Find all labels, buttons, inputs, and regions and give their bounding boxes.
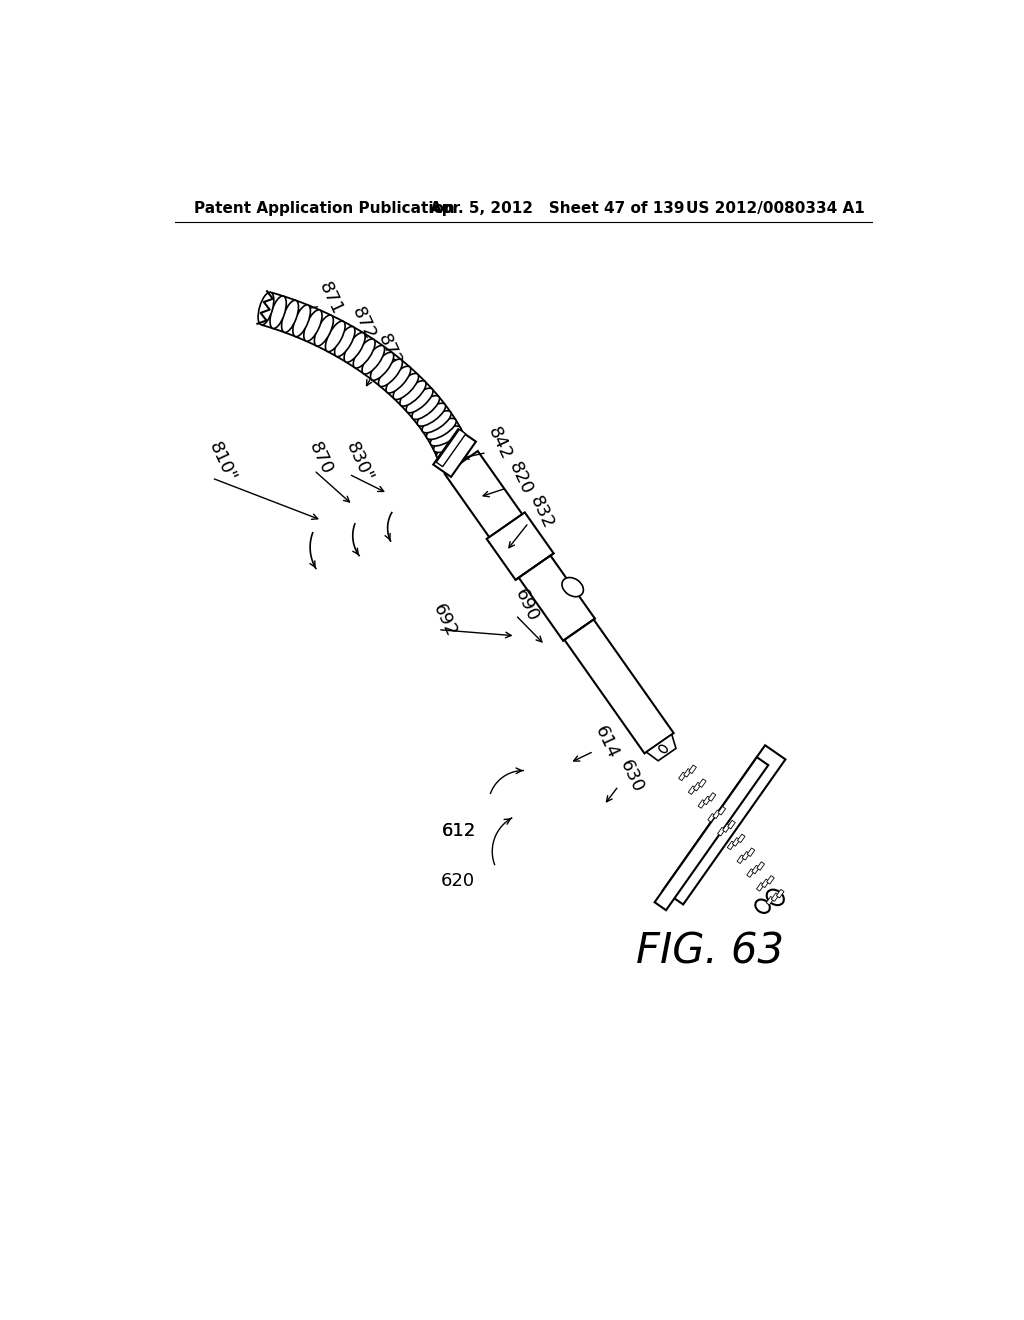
Text: 630: 630 (616, 756, 647, 795)
Polygon shape (718, 807, 726, 814)
Polygon shape (708, 813, 716, 822)
Polygon shape (684, 768, 691, 777)
Polygon shape (762, 879, 769, 887)
Ellipse shape (353, 339, 375, 368)
Ellipse shape (393, 374, 419, 400)
Ellipse shape (314, 315, 334, 346)
Polygon shape (564, 619, 674, 754)
Polygon shape (713, 810, 721, 818)
Polygon shape (663, 746, 785, 904)
Text: Patent Application Publication: Patent Application Publication (194, 201, 455, 216)
Polygon shape (693, 783, 701, 791)
Polygon shape (444, 451, 551, 578)
Text: 832: 832 (526, 494, 557, 532)
Polygon shape (737, 834, 745, 842)
Polygon shape (723, 824, 730, 833)
Polygon shape (728, 820, 735, 829)
Text: 871: 871 (315, 280, 346, 318)
Polygon shape (433, 429, 476, 477)
Ellipse shape (418, 403, 445, 426)
Text: 810": 810" (206, 440, 240, 486)
Ellipse shape (344, 333, 366, 362)
Polygon shape (689, 766, 696, 774)
Polygon shape (679, 772, 686, 780)
Polygon shape (757, 862, 765, 870)
Polygon shape (757, 883, 764, 891)
Polygon shape (732, 838, 740, 846)
Ellipse shape (658, 746, 668, 752)
Polygon shape (698, 800, 706, 808)
Polygon shape (742, 851, 750, 861)
Ellipse shape (371, 352, 393, 380)
Ellipse shape (270, 296, 287, 329)
Ellipse shape (326, 321, 345, 351)
Polygon shape (698, 779, 707, 787)
Ellipse shape (562, 578, 584, 597)
Polygon shape (727, 841, 735, 850)
Text: 690: 690 (511, 586, 542, 624)
Polygon shape (519, 556, 595, 640)
Ellipse shape (430, 426, 461, 446)
Polygon shape (709, 793, 716, 801)
Text: 872: 872 (375, 331, 406, 371)
Text: 870: 870 (305, 440, 336, 478)
Polygon shape (746, 869, 755, 878)
Text: US 2012/0080334 A1: US 2012/0080334 A1 (686, 201, 864, 216)
Polygon shape (688, 785, 696, 795)
Text: 612: 612 (441, 821, 476, 840)
Polygon shape (767, 875, 774, 884)
Text: 872: 872 (348, 305, 379, 343)
Ellipse shape (335, 326, 355, 356)
Ellipse shape (293, 305, 310, 337)
Text: 830": 830" (342, 440, 376, 486)
Polygon shape (737, 855, 744, 863)
Ellipse shape (767, 890, 784, 906)
Polygon shape (718, 828, 725, 836)
Ellipse shape (282, 300, 299, 333)
Ellipse shape (426, 418, 457, 440)
Polygon shape (486, 512, 554, 579)
Text: 820: 820 (505, 458, 536, 498)
Text: 620: 620 (440, 871, 474, 890)
Ellipse shape (756, 899, 770, 913)
Polygon shape (646, 734, 676, 760)
Text: FIG. 63: FIG. 63 (636, 931, 783, 973)
Ellipse shape (362, 346, 385, 374)
Polygon shape (748, 847, 755, 857)
Ellipse shape (433, 433, 465, 453)
Text: 614: 614 (592, 723, 623, 762)
Polygon shape (771, 892, 779, 902)
Ellipse shape (436, 441, 468, 459)
Ellipse shape (407, 388, 433, 413)
Text: 842: 842 (484, 424, 515, 463)
Polygon shape (766, 896, 774, 906)
Polygon shape (776, 890, 784, 898)
Ellipse shape (400, 380, 426, 407)
Text: 612: 612 (441, 821, 476, 840)
Polygon shape (703, 796, 711, 805)
Ellipse shape (258, 292, 273, 325)
Ellipse shape (422, 411, 452, 433)
Polygon shape (752, 866, 760, 874)
Polygon shape (436, 429, 466, 467)
Ellipse shape (304, 310, 322, 342)
Ellipse shape (386, 366, 411, 393)
Text: 692: 692 (429, 601, 460, 640)
Ellipse shape (412, 396, 439, 420)
Polygon shape (654, 758, 768, 911)
Text: Apr. 5, 2012   Sheet 47 of 139: Apr. 5, 2012 Sheet 47 of 139 (430, 201, 685, 216)
Ellipse shape (379, 359, 402, 387)
